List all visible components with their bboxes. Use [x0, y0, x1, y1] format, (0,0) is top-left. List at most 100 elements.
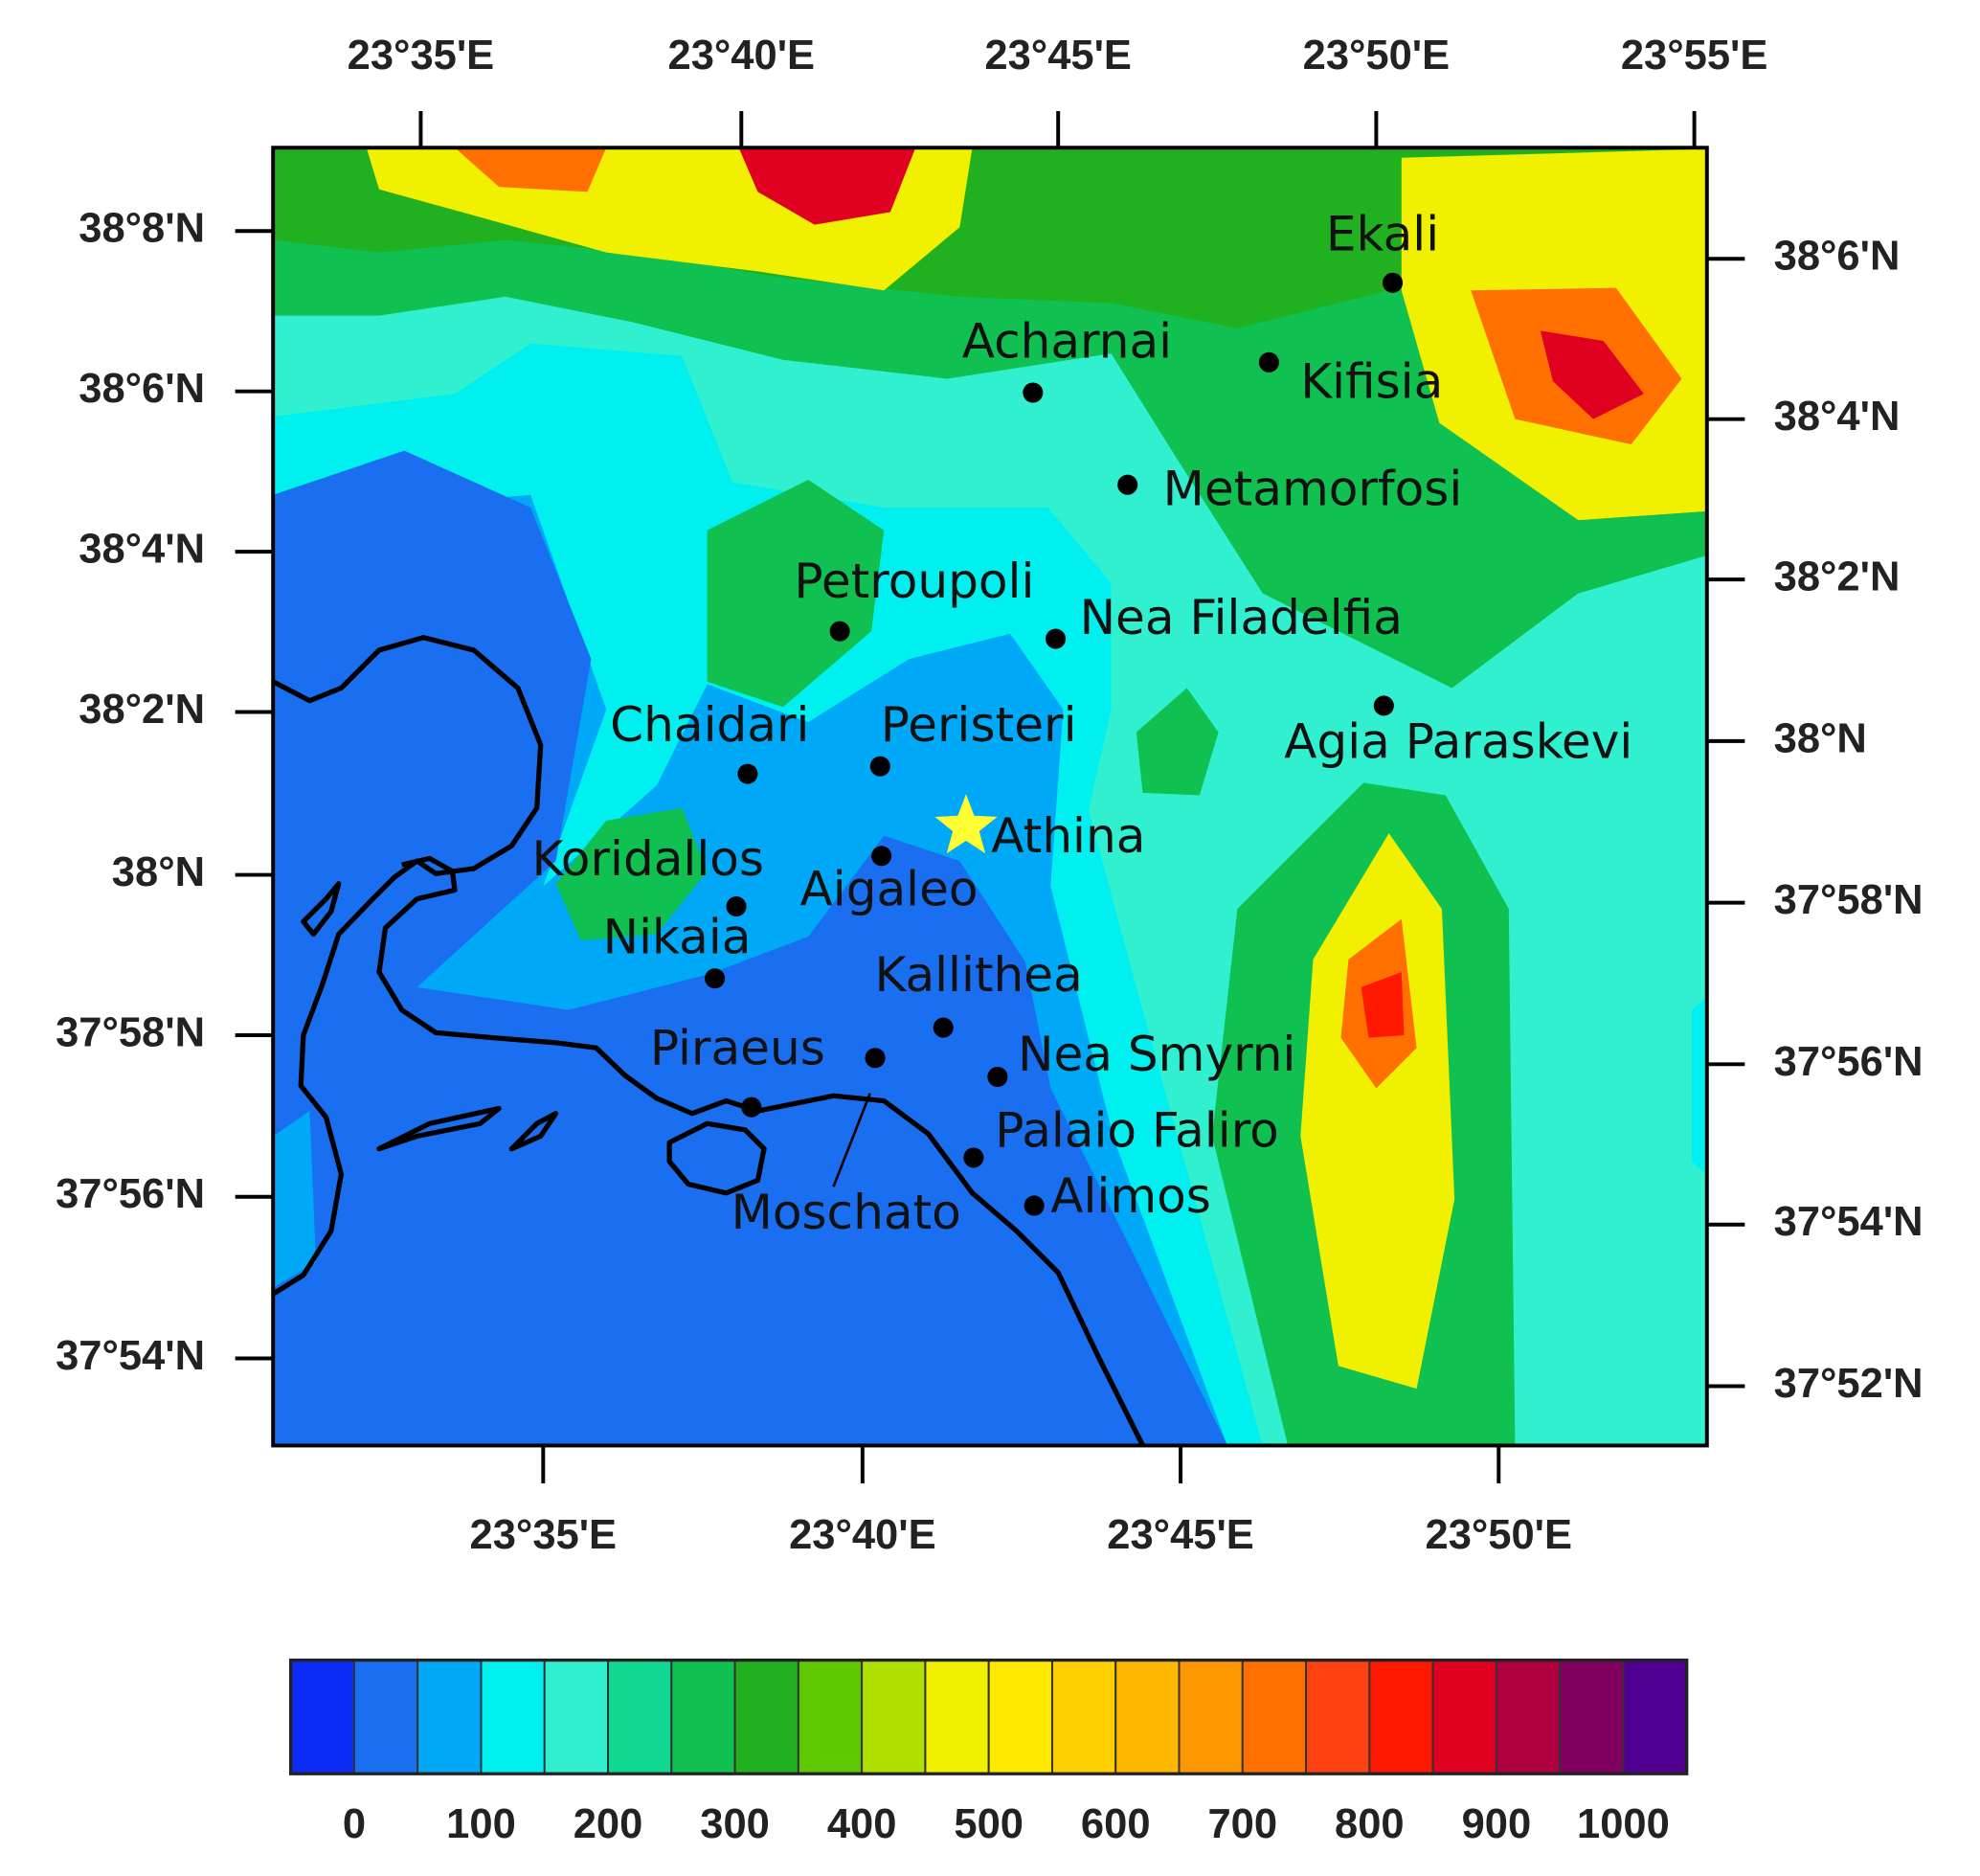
place-label: Kallithea [875, 947, 1083, 1003]
overlay: 23°35'E 23°40'E 23°45'E 23°50'E 23°55'E 23°35… [56, 33, 1924, 1847]
elevation-band [273, 450, 1227, 1446]
coastline [508, 1111, 559, 1152]
city-dot [737, 763, 758, 784]
city-dot [933, 1017, 954, 1038]
coastline [376, 855, 1145, 1446]
coastline [273, 635, 544, 1297]
place-label: Chaidari [610, 697, 809, 753]
city-star [934, 794, 998, 854]
city-dot [871, 846, 892, 867]
elevation-band [1136, 688, 1219, 796]
coastline [273, 635, 1145, 1446]
city-dot [963, 1147, 984, 1168]
coastline [376, 1105, 502, 1152]
city-dot [1258, 351, 1279, 373]
place-label: Nea Smyrni [1018, 1027, 1295, 1082]
bottom-axis-label: 23°50'E [1426, 1512, 1573, 1558]
city-dot [987, 1066, 1008, 1088]
right-axis-label: 38°6'N [1774, 234, 1901, 280]
colorbar-label: 0 [343, 1801, 366, 1847]
city-dot [865, 1048, 886, 1069]
elevation-band [707, 479, 885, 708]
place-label: Palaio Faliro [995, 1102, 1279, 1158]
colorbar-label: 1000 [1577, 1801, 1670, 1847]
left-axis-label: 37°56'N [56, 1171, 205, 1217]
colorbar-swatch [1622, 1659, 1688, 1775]
right-axis-label: 37°54'N [1774, 1199, 1924, 1245]
place-label: Kifisia [1300, 354, 1443, 410]
top-axis-label: 23°40'E [668, 33, 816, 79]
colorbar-swatch [1050, 1659, 1117, 1775]
elevation-band [1540, 330, 1644, 419]
top-axis-label: 23°35'E [348, 33, 495, 79]
place-label: Petroupoli [794, 554, 1034, 609]
city-dot [829, 621, 850, 642]
place-label: Piraeus [650, 1021, 825, 1076]
place-label: Nikaia [603, 910, 752, 965]
place-label: Ekali [1326, 206, 1439, 261]
colorbar-swatch [1495, 1659, 1562, 1775]
top-axis-label: 23°55'E [1621, 33, 1768, 79]
colorbar-swatch [1559, 1659, 1625, 1775]
colorbar-swatch [733, 1659, 799, 1775]
left-axis-label: 37°58'N [56, 1009, 205, 1055]
elevation-band [455, 147, 607, 192]
right-axis-label: 38°4'N [1774, 394, 1901, 440]
elevation-band [273, 1111, 317, 1288]
left-axis-label: 38°4'N [79, 527, 205, 573]
colorbar-swatch [987, 1659, 1053, 1775]
right-axis-label: 38°2'N [1774, 554, 1901, 600]
colorbar-label: 800 [1335, 1801, 1405, 1847]
place-label: Koridallos [531, 831, 764, 887]
colorbar-label: 100 [446, 1801, 516, 1847]
colorbar-label: 900 [1462, 1801, 1532, 1847]
city-dot [869, 756, 890, 777]
left-axis-label: 37°54'N [56, 1333, 205, 1379]
colorbar-swatch [416, 1659, 483, 1775]
left-axis-label: 38°N [112, 849, 205, 895]
colorbar-swatch [607, 1659, 673, 1775]
coastline [666, 1120, 767, 1196]
colorbar-swatch [1305, 1659, 1371, 1775]
place-label: Aigaleo [800, 862, 979, 917]
right-axis-label: 38°N [1774, 715, 1867, 761]
city-dot [1382, 272, 1404, 293]
city-dot [1024, 1195, 1045, 1216]
elevation-band [1300, 833, 1455, 1390]
colorbar-swatch [1431, 1659, 1497, 1775]
colorbar-swatch [670, 1659, 736, 1775]
right-axis-label: 37°56'N [1774, 1039, 1924, 1085]
left-axis-label: 38°6'N [79, 366, 205, 412]
right-axis-label: 37°58'N [1774, 877, 1924, 923]
colorbar-swatch [1368, 1659, 1434, 1775]
colorbar-swatch [1178, 1659, 1244, 1775]
place-label: Metamorfosi [1163, 462, 1463, 517]
place-label: Peristeri [881, 697, 1077, 753]
colorbar-swatch [543, 1659, 610, 1775]
colorbar-swatch [924, 1659, 990, 1775]
coastline [301, 881, 342, 938]
elevation-band [738, 147, 916, 225]
colorbar-swatch [289, 1659, 355, 1775]
top-axis-label: 23°45'E [984, 33, 1132, 79]
city-dot [741, 1096, 762, 1118]
bottom-axis-label: 23°35'E [470, 1512, 618, 1558]
left-axis-label: 38°8'N [79, 206, 205, 252]
place-label: Athina [991, 808, 1145, 864]
city-dot [1023, 382, 1044, 403]
city-dot [705, 968, 726, 989]
colorbar-label: 700 [1207, 1801, 1277, 1847]
place-label: Agia Paraskevi [1284, 713, 1632, 769]
place-label: Acharnai [962, 313, 1172, 369]
elevation-band [1691, 997, 1707, 1175]
elevation-band [555, 807, 708, 941]
colorbar-swatch [480, 1659, 546, 1775]
colorbar-swatch [1114, 1659, 1181, 1775]
place-label: Moschato [731, 1185, 961, 1240]
colorbar-swatch [861, 1659, 927, 1775]
city-dot [1117, 474, 1138, 495]
right-axis-label: 37°52'N [1774, 1361, 1924, 1407]
elevation-band [1361, 972, 1405, 1038]
colorbar-swatch [1241, 1659, 1308, 1775]
